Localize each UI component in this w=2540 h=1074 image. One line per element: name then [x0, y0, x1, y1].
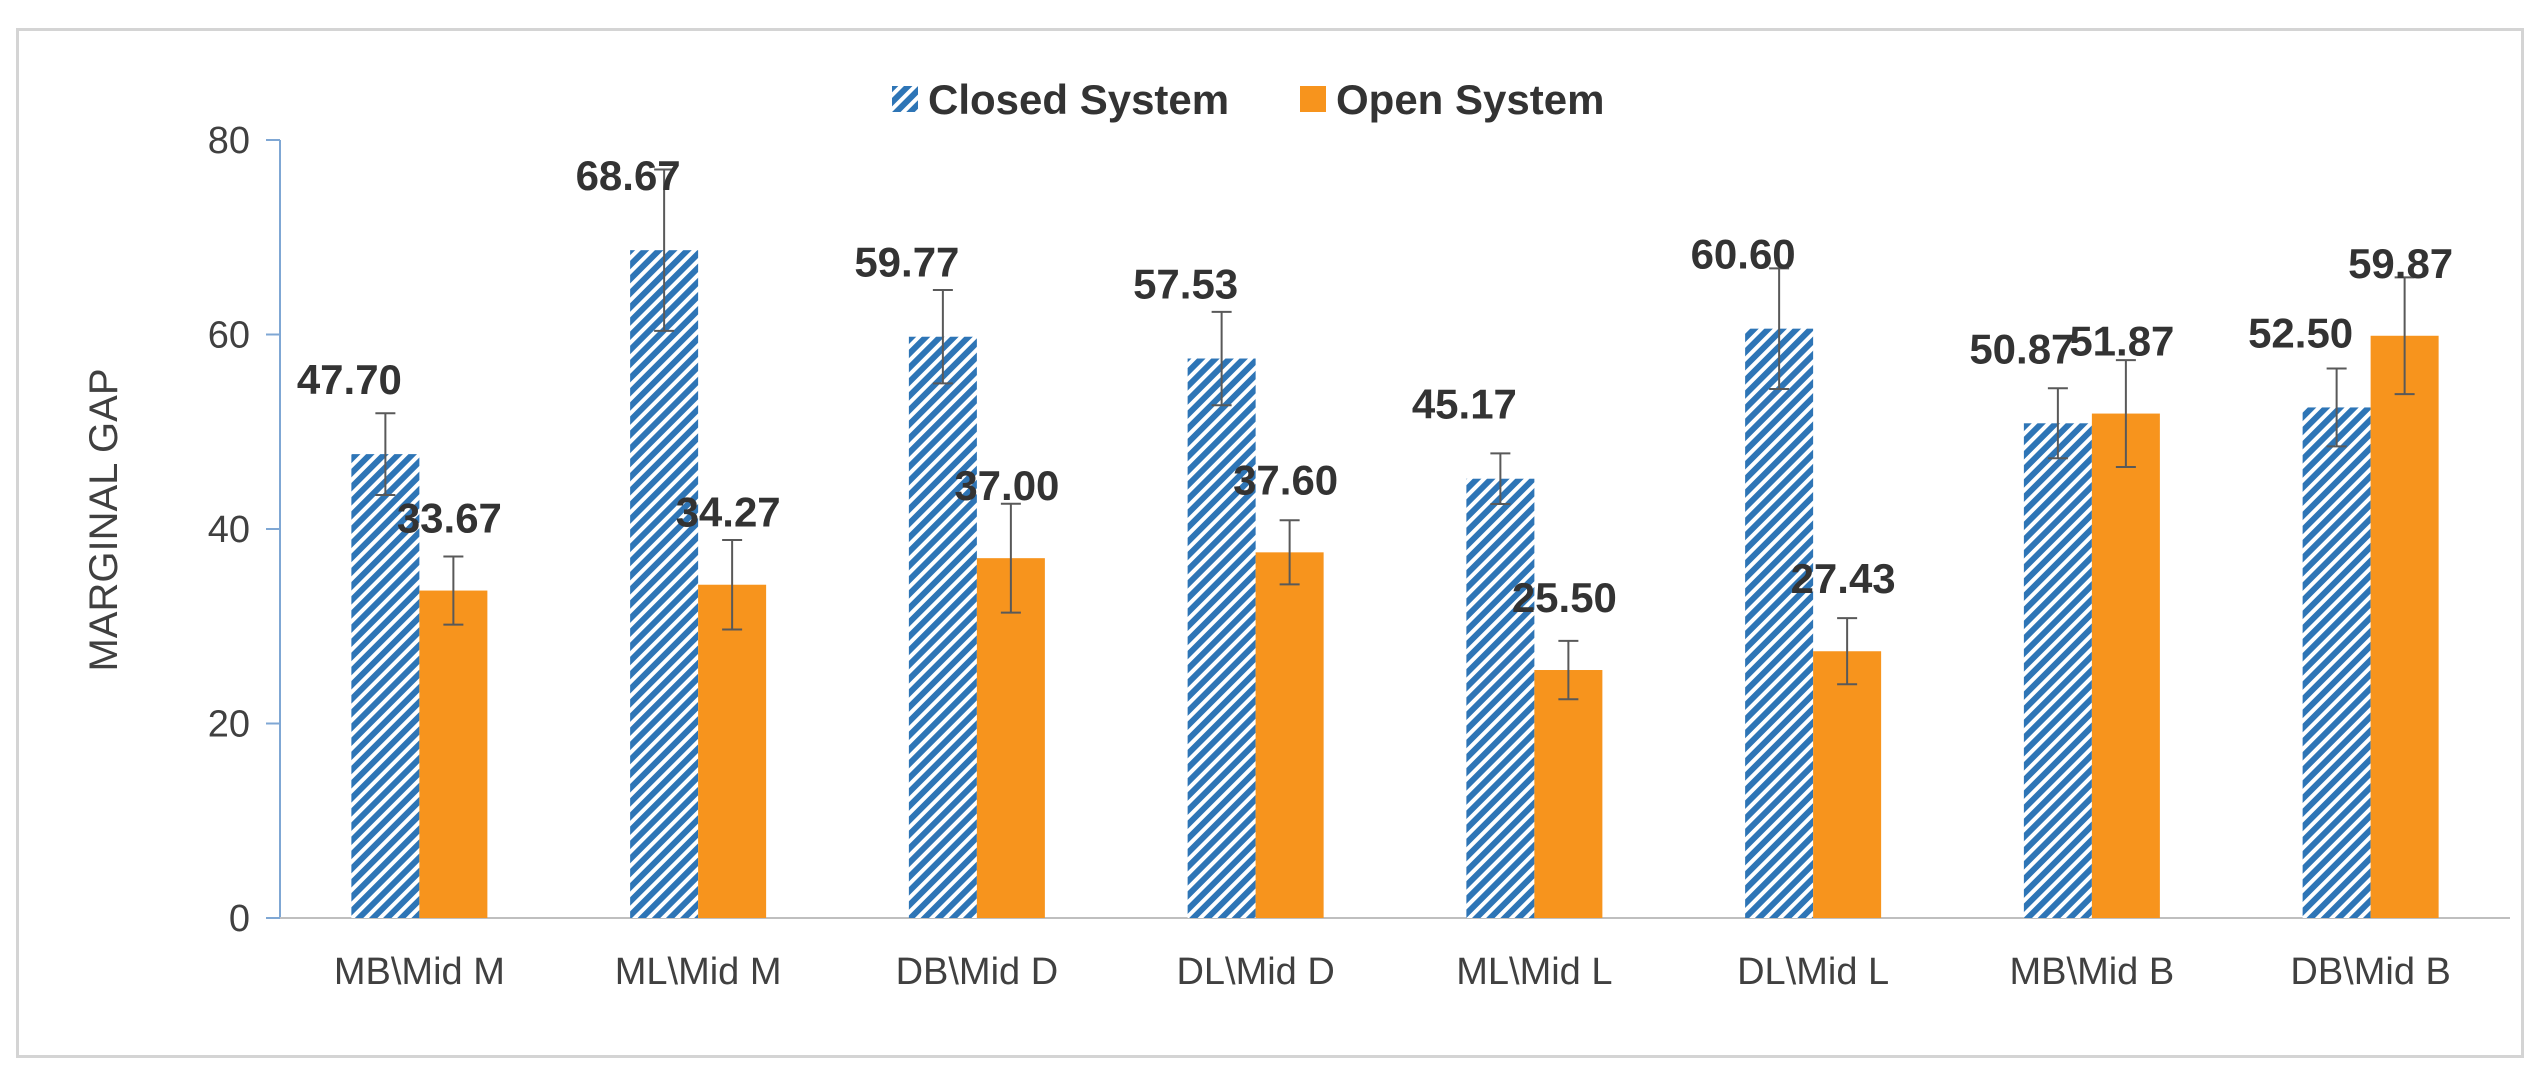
x-tick-label: DL\Mid D — [1176, 951, 1334, 993]
data-label-open: 59.87 — [2348, 240, 2453, 287]
y-tick-label: 20 — [208, 704, 250, 746]
legend-swatch-open — [1300, 86, 1326, 112]
bar-open-system — [2370, 335, 2439, 918]
data-label-open: 33.67 — [397, 495, 502, 542]
data-label-open: 27.43 — [1791, 555, 1896, 602]
bar-open-system — [2091, 413, 2160, 918]
data-label-closed: 47.70 — [297, 356, 402, 403]
legend-label-open: Open System — [1336, 76, 1604, 123]
bar-closed-system — [1187, 358, 1256, 918]
bar-open-system — [976, 558, 1045, 918]
data-label-closed: 59.77 — [854, 239, 959, 286]
bar-open-system — [419, 590, 488, 918]
bar-closed-system — [908, 336, 977, 918]
bar-closed-system — [630, 250, 699, 918]
bar-open-system — [1813, 651, 1882, 918]
y-axis-title: MARGINAL GAP — [82, 368, 126, 671]
legend-label-closed: Closed System — [928, 76, 1229, 123]
bar-closed-system — [2302, 407, 2371, 918]
data-label-open: 37.00 — [954, 462, 1059, 509]
y-tick-label: 80 — [208, 120, 250, 162]
bar-closed-system — [2023, 423, 2092, 918]
x-tick-label: MB\Mid B — [2010, 951, 2175, 993]
y-tick-label: 40 — [208, 509, 250, 551]
data-label-open: 34.27 — [676, 489, 781, 536]
legend-swatch-closed — [892, 86, 918, 112]
bar-closed-system — [351, 454, 420, 918]
data-label-closed: 50.87 — [1969, 325, 2074, 372]
x-tick-label: DB\Mid D — [896, 951, 1059, 993]
data-label-closed: 57.53 — [1133, 261, 1238, 308]
data-label-open: 51.87 — [2069, 318, 2174, 365]
y-tick-label: 0 — [229, 898, 250, 940]
bar-closed-system — [1466, 478, 1535, 918]
data-label-open: 37.60 — [1233, 456, 1338, 503]
data-label-open: 25.50 — [1512, 574, 1617, 621]
bar-open-system — [1534, 670, 1603, 918]
data-label-closed: 60.60 — [1691, 231, 1796, 278]
data-label-closed: 52.50 — [2248, 309, 2353, 356]
x-tick-label: MB\Mid M — [334, 951, 505, 993]
data-label-closed: 45.17 — [1412, 381, 1517, 428]
bar-open-system — [1255, 552, 1324, 918]
legend: Closed System Open System — [892, 76, 1604, 123]
bar-open-system — [698, 584, 767, 918]
data-label-closed: 68.67 — [576, 152, 681, 199]
x-tick-label: DL\Mid L — [1737, 951, 1889, 993]
x-tick-label: DB\Mid B — [2290, 951, 2450, 993]
y-tick-label: 60 — [208, 315, 250, 357]
x-tick-label: ML\Mid L — [1456, 951, 1612, 993]
x-tick-label: ML\Mid M — [615, 951, 782, 993]
bar-closed-system — [1745, 328, 1814, 918]
